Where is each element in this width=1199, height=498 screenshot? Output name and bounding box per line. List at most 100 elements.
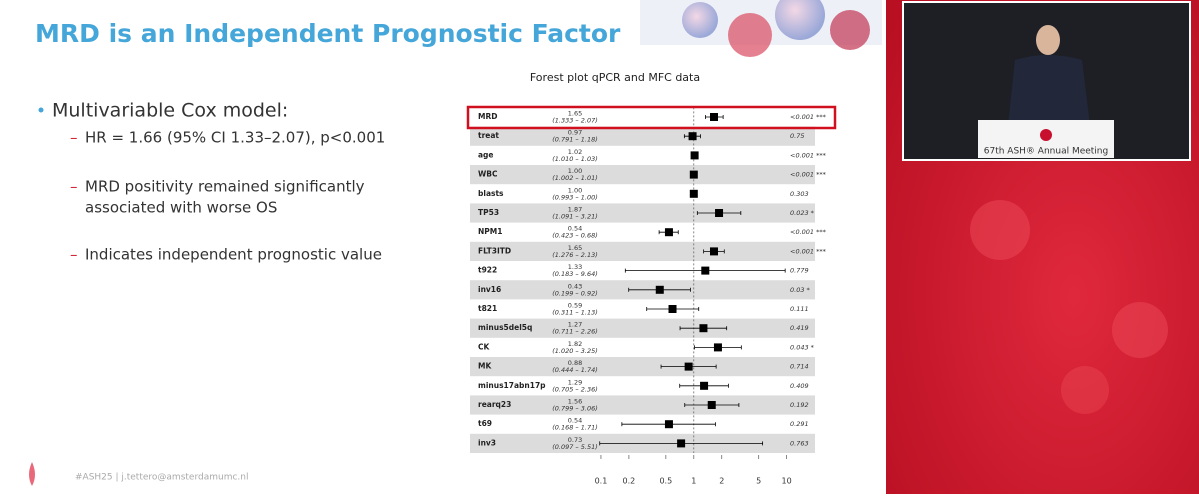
bokeh [1061,366,1109,414]
hr-point [709,247,718,256]
p-label: 0.111 [790,305,809,313]
hr-point [664,228,673,237]
ci-label: (0.711 – 2.26) [552,328,598,336]
bokeh [1112,302,1168,358]
row-label: t821 [478,304,497,313]
row-label: WBC [478,170,498,179]
p-label: 0.779 [790,267,809,275]
x-tick-label: 2 [719,477,724,486]
hr-point [700,381,709,390]
estimate-label: 0.73 [568,436,582,444]
sub-bullet: MRD positivity remained significantly [85,178,365,196]
video: 67th ASH® Annual Meeting [902,1,1191,161]
ci-label: (0.199 – 0.92) [552,289,598,297]
hr-point [701,266,710,275]
bokeh [970,200,1030,260]
row-label: t922 [478,266,497,275]
row-label: NPM1 [478,227,502,236]
ci-label: (0.168 – 1.71) [552,424,598,432]
logo [29,462,35,486]
row-band [470,203,815,223]
p-label: 0.763 [790,439,809,447]
x-tick-label: 5 [756,477,761,486]
estimate-label: 1.02 [568,148,582,156]
row-label: MRD [478,112,497,121]
dash: – [70,129,78,147]
estimate-label: 1.27 [568,321,582,329]
ci-label: (1.020 – 3.25) [552,347,598,355]
ci-label: (0.993 – 1.00) [552,193,598,201]
ci-label: (1.276 – 2.13) [552,251,598,259]
estimate-label: 1.56 [568,398,582,406]
x-tick-label: 0.1 [595,477,608,486]
estimate-label: 1.33 [568,263,582,271]
row-label: minus5del5q [478,323,532,332]
x-tick-label: 0.2 [623,477,636,486]
hr-point [688,132,697,141]
p-label: <0.001 *** [790,247,827,255]
row-band [470,241,815,261]
estimate-label: 1.65 [568,110,582,118]
ci-label: (1.002 – 1.01) [552,174,598,182]
row-label: rearq23 [478,400,511,409]
p-label: <0.001 *** [790,151,827,159]
dash: – [70,178,78,196]
p-label: 0.023 * [790,209,815,217]
hr-point [655,285,664,294]
estimate-label: 0.59 [568,302,582,310]
row-band [470,395,815,415]
ci-label: (0.423 – 0.68) [552,232,598,240]
x-tick-label: 1 [691,477,696,486]
estimate-label: 0.54 [568,225,582,233]
row-label: t69 [478,419,492,428]
row-label: FLT3ITD [478,246,511,255]
ci-label: (0.311 – 1.13) [552,309,598,317]
ci-label: (0.705 – 2.36) [552,385,598,393]
row-label: TP53 [478,208,499,217]
row-band [470,357,815,377]
hr-point [689,170,698,179]
estimate-label: 0.43 [568,282,582,290]
estimate-label: 1.00 [568,186,582,194]
p-label: 0.291 [790,420,809,428]
footer: #ASH25 | j.tettero@amsterdamumc.nl [75,473,248,483]
estimate-label: 1.82 [568,340,582,348]
p-label: 0.714 [790,363,809,371]
estimate-label: 1.00 [568,167,582,175]
row-band [470,165,815,185]
bullet-dot [38,107,44,113]
p-label: 0.409 [790,382,809,390]
x-tick-label: 10 [782,477,792,486]
slide-art [640,0,882,57]
hr-point [677,439,686,448]
p-label: 0.75 [790,132,804,140]
row-label: age [478,150,494,159]
estimate-label: 0.54 [568,417,582,425]
row-label: inv16 [478,285,501,294]
row-band [470,318,815,338]
sub-bullet: Indicates independent prognostic value [85,246,382,264]
ci-label: (0.097 – 5.51) [552,443,598,451]
row-label: inv3 [478,438,496,447]
ci-label: (1.333 – 2.07) [552,117,598,125]
p-label: 0.192 [790,401,809,409]
p-label: <0.001 *** [790,113,827,121]
chart-title: Forest plot qPCR and MFC data [530,71,700,84]
ci-label: (0.183 – 9.64) [552,270,598,278]
row-label: treat [478,131,499,140]
hr-point [684,362,693,371]
hr-point [707,401,716,409]
p-label: <0.001 *** [790,228,827,236]
sub-bullet: HR = 1.66 (95% CI 1.33–2.07), p<0.001 [85,129,385,147]
sub-bullet: associated with worse OS [85,199,277,217]
estimate-label: 1.87 [568,206,582,214]
highlight-box [466,105,837,130]
hr-point [713,343,722,352]
hr-point [709,113,718,121]
ci-label: (0.791 – 1.18) [552,136,598,144]
estimate-label: 0.97 [568,129,582,137]
p-label: <0.001 *** [790,171,827,179]
estimate-label: 0.88 [568,359,582,367]
